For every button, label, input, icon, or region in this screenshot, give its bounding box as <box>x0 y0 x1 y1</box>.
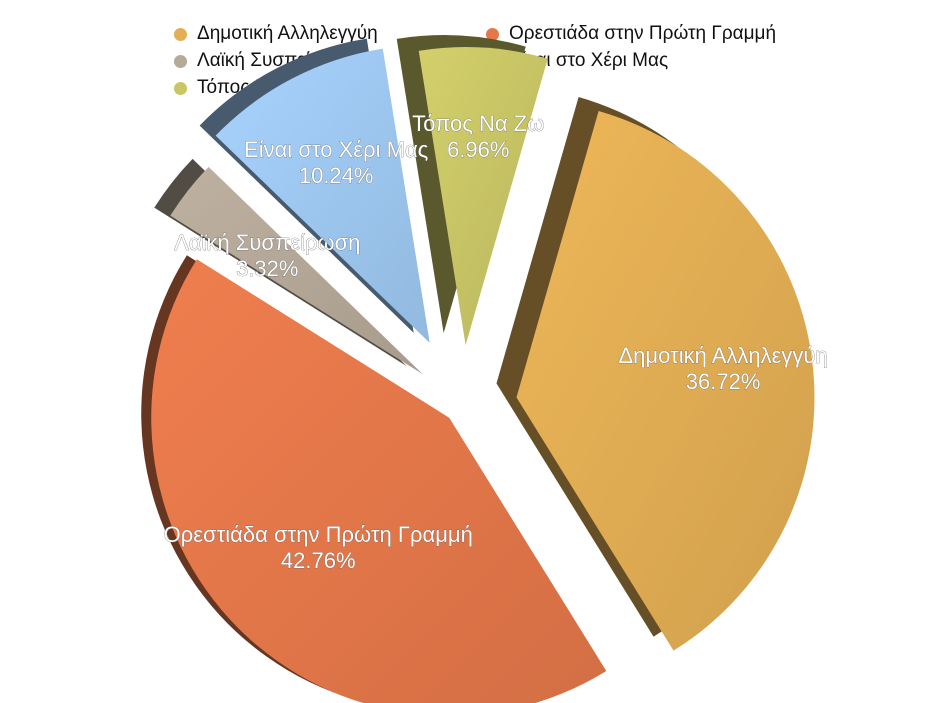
legend-label: Δημοτική Αλληλεγγύη <box>197 23 378 44</box>
legend-label: Είναι στο Χέρι Μας <box>509 50 669 71</box>
legend-swatch <box>486 27 499 41</box>
slice-percent-label: 36.72% <box>686 369 761 394</box>
legend-item-orestiada: Ορεστιάδα στην Πρώτη Γραμμή <box>486 22 776 46</box>
slice-label: Τόπος Να Ζω <box>412 111 544 136</box>
legend-swatch <box>174 54 187 68</box>
legend-swatch <box>174 27 187 41</box>
legend-swatch <box>174 81 187 95</box>
pie-slice <box>215 48 430 343</box>
legend-label: Ορεστιάδα στην Πρώτη Γραμμή <box>509 23 777 44</box>
slice-percent-label: 42.76% <box>281 548 356 573</box>
slice-percent-label: 3.32% <box>236 256 298 281</box>
legend-item-dimotiki: Δημοτική Αλληλεγγύη <box>174 22 378 46</box>
pie-slice <box>151 259 607 703</box>
pie-slice <box>170 166 423 375</box>
slice-label: Είναι στο Χέρι Μας <box>244 137 428 162</box>
pie-slice <box>516 110 815 651</box>
slice-label: Ορεστιάδα στην Πρώτη Γραμμή <box>164 522 473 547</box>
slice-percent-label: 10.24% <box>299 163 374 188</box>
slice-percent-label: 6.96% <box>447 137 509 162</box>
slice-label: Δημοτική Αλληλεγγύη <box>618 343 827 368</box>
pie-slice <box>418 47 548 346</box>
slice-label: Λαϊκή Συσπείρωση <box>174 230 360 255</box>
